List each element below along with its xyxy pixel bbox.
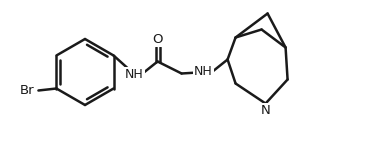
Text: O: O [152, 33, 163, 46]
Text: N: N [261, 104, 270, 117]
Text: Br: Br [20, 84, 35, 97]
Text: NH: NH [125, 68, 144, 81]
Text: NH: NH [194, 65, 213, 78]
